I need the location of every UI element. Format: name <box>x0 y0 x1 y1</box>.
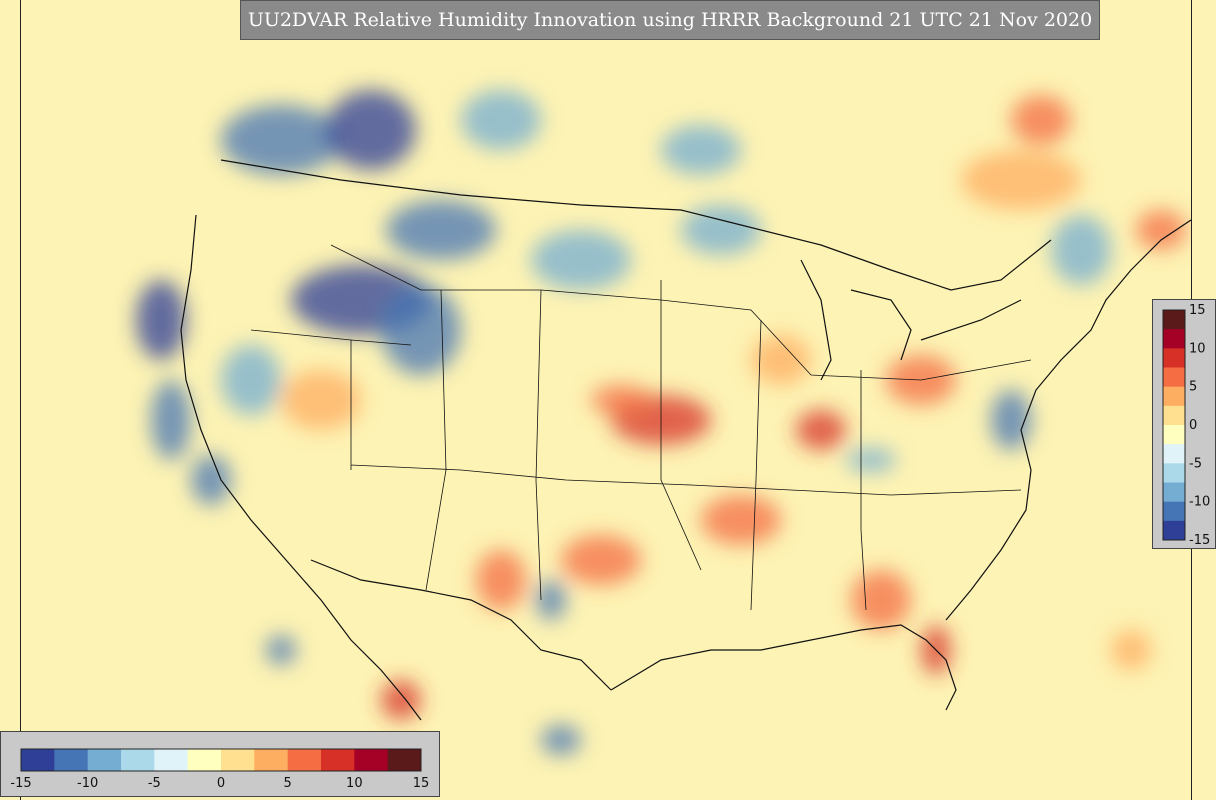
state-lines <box>250 244 1032 611</box>
innovation-blob <box>386 200 496 260</box>
horizontal-colorbar-cell <box>21 749 55 771</box>
innovation-blob <box>1136 210 1186 250</box>
vertical-colorbar-cell <box>1163 405 1185 426</box>
vertical-tick-label: 15 <box>1189 303 1206 318</box>
horizontal-tick-label: -15 <box>10 776 31 791</box>
horizontal-tick-label: -10 <box>77 776 98 791</box>
innovation-blob <box>221 105 341 175</box>
vertical-colorbar-cell <box>1163 310 1185 330</box>
innovation-blob <box>796 410 846 450</box>
innovation-blob <box>591 385 651 415</box>
vertical-tick-label: 10 <box>1189 341 1206 356</box>
horizontal-colorbar-cells <box>21 749 422 771</box>
innovation-blob <box>151 380 191 460</box>
vertical-colorbar-cell <box>1163 425 1185 445</box>
vertical-colorbar-cell <box>1163 367 1185 388</box>
vertical-tick-label: 0 <box>1189 418 1197 433</box>
great-lakes <box>800 259 1022 381</box>
horizontal-tick-label: 5 <box>284 776 292 791</box>
vertical-tick-label: 5 <box>1189 380 1197 395</box>
innovation-blob <box>381 285 461 375</box>
horizontal-tick-label: -5 <box>148 776 161 791</box>
vertical-colorbar-cell <box>1163 482 1185 503</box>
innovation-blob <box>851 570 911 630</box>
vertical-colorbar-cell <box>1163 348 1185 368</box>
horizontal-colorbar-cell <box>87 749 122 771</box>
innovation-blob <box>326 90 416 170</box>
innovation-blob <box>461 90 541 150</box>
vertical-colorbar-cell <box>1163 329 1185 349</box>
horizontal-tick-label: 0 <box>217 776 225 791</box>
horizontal-colorbar-cell <box>54 749 89 771</box>
vertical-colorbar-cell <box>1163 463 1185 483</box>
horizontal-colorbar: -15 -10 -5 0 5 10 15 <box>0 731 440 797</box>
innovation-blob <box>681 205 761 255</box>
horizontal-colorbar-cell <box>387 749 422 771</box>
horizontal-colorbar-cell <box>254 749 289 771</box>
us-mexico-border <box>310 559 612 691</box>
horizontal-colorbar-cell <box>354 749 389 771</box>
vertical-colorbar-cell <box>1163 444 1185 464</box>
horizontal-colorbar-cell <box>321 749 355 771</box>
horizontal-colorbar-cell <box>221 749 255 771</box>
horizontal-colorbar-cell <box>287 749 322 771</box>
horizontal-colorbar-cell <box>187 749 222 771</box>
vertical-colorbar: 15 10 5 0 -5 -10 -15 <box>1152 299 1216 549</box>
humidity-map[interactable] <box>20 0 1192 800</box>
innovation-blob <box>381 680 421 720</box>
innovation-blob <box>751 335 811 385</box>
vertical-tick-label: -15 <box>1189 533 1210 548</box>
innovation-blob <box>266 635 296 665</box>
us-gulf-coast <box>610 624 957 711</box>
vertical-colorbar-cell <box>1163 520 1185 541</box>
innovation-blob <box>541 725 581 755</box>
us-canada-border <box>220 159 1052 291</box>
innovation-blob <box>191 455 231 505</box>
innovation-blob <box>1051 215 1111 285</box>
vertical-tick-label: -5 <box>1189 456 1202 471</box>
vertical-colorbar-cells <box>1163 310 1185 541</box>
horizontal-colorbar-cell <box>154 749 189 771</box>
coastlines-and-borders <box>180 159 1191 721</box>
horizontal-tick-label: 15 <box>413 776 430 791</box>
us-west-coast <box>180 214 422 721</box>
innovation-blob <box>661 125 741 175</box>
innovation-blob <box>281 370 361 430</box>
horizontal-tick-label: 10 <box>346 776 363 791</box>
map-title: UU2DVAR Relative Humidity Innovation usi… <box>240 0 1100 40</box>
vertical-colorbar-ticks: 15 10 5 0 -5 -10 -15 <box>1189 303 1210 548</box>
us-east-coast <box>945 219 1191 621</box>
innovation-field <box>136 90 1186 755</box>
vertical-colorbar-cell <box>1163 386 1185 407</box>
innovation-blob <box>136 280 186 360</box>
horizontal-colorbar-ticks: -15 -10 -5 0 5 10 15 <box>10 776 429 791</box>
vertical-tick-label: -10 <box>1189 495 1210 510</box>
innovation-blob <box>1111 630 1151 670</box>
map-canvas <box>136 90 1191 755</box>
innovation-blob <box>536 580 566 620</box>
innovation-blob <box>701 495 781 545</box>
innovation-blob <box>561 535 641 585</box>
innovation-blob <box>991 390 1031 450</box>
innovation-blob <box>476 550 526 610</box>
innovation-blob <box>846 448 896 472</box>
innovation-blob <box>961 150 1081 210</box>
innovation-blob <box>531 230 631 290</box>
vertical-colorbar-cell <box>1163 501 1185 522</box>
horizontal-colorbar-cell <box>121 749 155 771</box>
innovation-blob <box>1011 95 1071 145</box>
innovation-blob <box>221 345 281 415</box>
